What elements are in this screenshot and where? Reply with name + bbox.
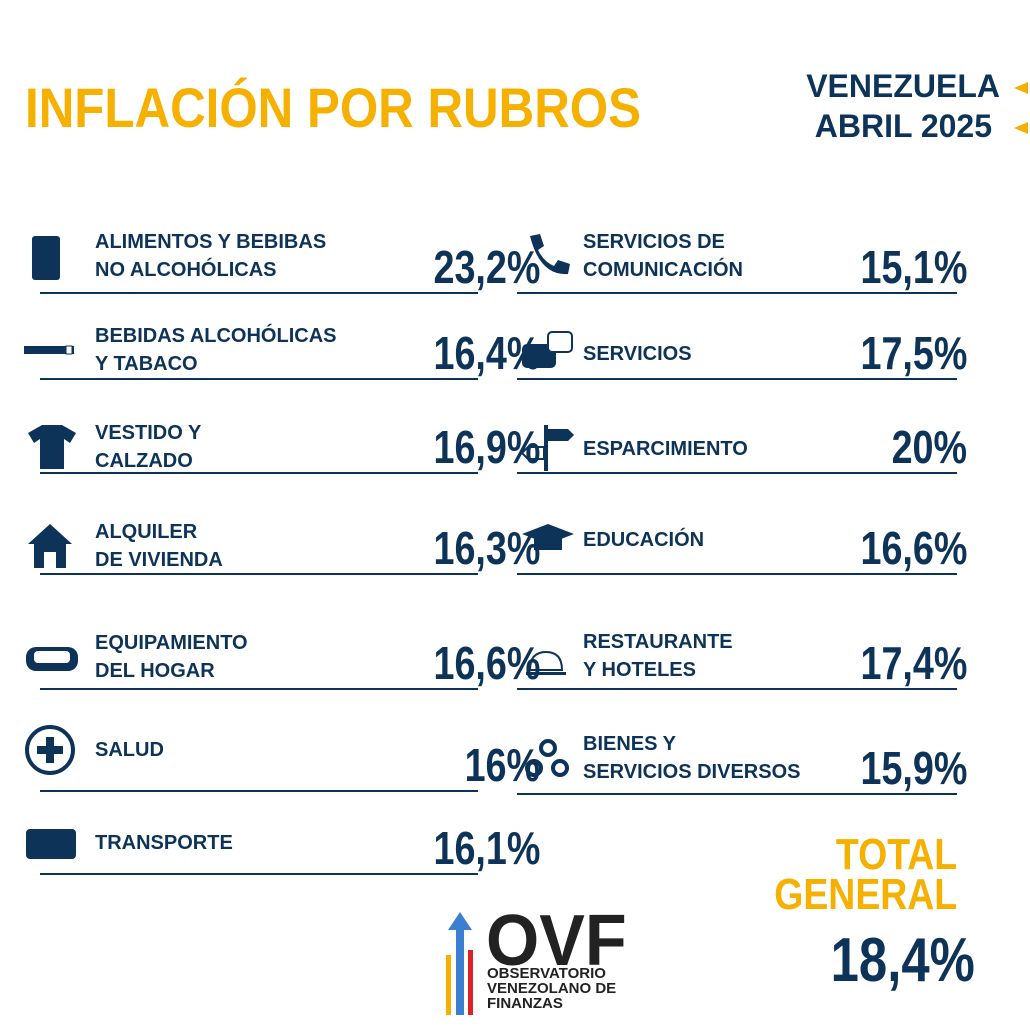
logo-line: OBSERVATORIO (487, 965, 606, 982)
item-value: 16,3% (433, 522, 540, 574)
icon (522, 524, 574, 550)
logo-arrows (446, 912, 473, 1015)
icon (26, 647, 78, 671)
label-line: DE VIVIENDA (95, 549, 223, 571)
icon (24, 345, 74, 355)
item-label: VESTIDO Y CALZADO (95, 419, 201, 475)
label-line: COMUNICACIÓN (583, 259, 743, 281)
label-line: CALZADO (95, 450, 193, 472)
divider (40, 292, 478, 294)
country: VENEZUELA (806, 68, 1000, 104)
divider (517, 378, 957, 380)
total-label: TOTAL GENERAL (774, 830, 957, 919)
label-line: DEL HOGAR (95, 660, 215, 682)
divider (40, 378, 478, 380)
header-arrows (1014, 82, 1028, 134)
divider (517, 688, 957, 690)
item-label: SERVICIOS (583, 340, 692, 368)
item-value: 15,1% (860, 241, 967, 293)
item-label: TRANSPORTE (95, 829, 233, 857)
label-line: TRANSPORTE (95, 832, 233, 854)
label-line: BIENES Y (583, 733, 676, 755)
label-line: RESTAURANTE (583, 631, 733, 653)
label-line: BEBIDAS ALCOHÓLICAS (95, 325, 337, 347)
item-label: SERVICIOS DE COMUNICACIÓN (583, 228, 743, 284)
period: ABRIL 2025 (814, 108, 992, 144)
label-line: SALUD (95, 739, 164, 761)
item-label: BIENES Y SERVICIOS DIVERSOS (583, 730, 800, 786)
icon (530, 234, 570, 275)
item-label: EDUCACIÓN (583, 526, 704, 554)
label-line: ALIMENTOS Y BEBIBAS (95, 231, 327, 253)
item-label: RESTAURANTE Y HOTELES (583, 628, 733, 684)
icon (25, 725, 75, 775)
label-line: ESPARCIMIENTO (583, 438, 748, 460)
logo-line: VENEZOLANO DE (487, 980, 617, 997)
item-label: BEBIDAS ALCOHÓLICAS Y TABACO (95, 322, 336, 378)
item-label: ALIMENTOS Y BEBIBAS NO ALCOHÓLICAS (95, 228, 326, 284)
icon (525, 739, 569, 777)
divider (40, 688, 478, 690)
divider (517, 292, 957, 294)
label-line: Y TABACO (95, 353, 198, 375)
total-line: TOTAL (835, 830, 957, 879)
item-value: 16,9% (433, 421, 540, 473)
divider (40, 873, 478, 875)
logo-mark: OVF (486, 901, 627, 981)
item-value: 20% (891, 421, 967, 473)
icon (520, 425, 574, 471)
item-value: 15,9% (860, 742, 967, 794)
icon (28, 524, 72, 568)
label-line: EDUCACIÓN (583, 529, 705, 551)
item-value: 23,2% (433, 241, 540, 293)
divider (40, 472, 478, 474)
label-line: NO ALCOHÓLICAS (95, 259, 277, 281)
total-line: GENERAL (774, 870, 957, 919)
item-label: SALUD (95, 736, 164, 764)
icon (28, 425, 76, 469)
label-line: SERVICIOS DE (583, 231, 725, 253)
label-line: SERVICIOS DIVERSOS (583, 761, 801, 783)
item-label: ALQUILER DE VIVIENDA (95, 518, 223, 574)
logo-text: OBSERVATORIO VENEZOLANO DE FINANZAS (487, 966, 616, 1011)
item-label: EQUIPAMIENTO DEL HOGAR (95, 629, 248, 685)
divider (517, 793, 957, 795)
title: INFLACIÓN POR RUBROS (25, 76, 641, 139)
item-value: 16,6% (433, 637, 540, 689)
logo-line: FINANZAS (487, 995, 563, 1012)
item-label: ESPARCIMIENTO (583, 435, 748, 463)
icon (26, 829, 76, 859)
divider (517, 472, 957, 474)
label-line: EQUIPAMIENTO (95, 632, 248, 654)
icon (32, 236, 60, 280)
item-value: 17,5% (860, 327, 967, 379)
icon (522, 331, 573, 368)
label-line: SERVICIOS (583, 343, 692, 365)
label-line: Y HOTELES (583, 659, 696, 681)
icon (526, 650, 566, 675)
divider (40, 573, 478, 575)
item-value: 16,1% (433, 822, 540, 874)
total-value: 18,4% (830, 926, 975, 995)
item-value: 16,6% (860, 522, 967, 574)
divider (40, 790, 478, 792)
label-line: VESTIDO Y (95, 422, 202, 444)
item-value: 17,4% (860, 637, 967, 689)
divider (517, 573, 957, 575)
label-line: ALQUILER (95, 521, 198, 543)
